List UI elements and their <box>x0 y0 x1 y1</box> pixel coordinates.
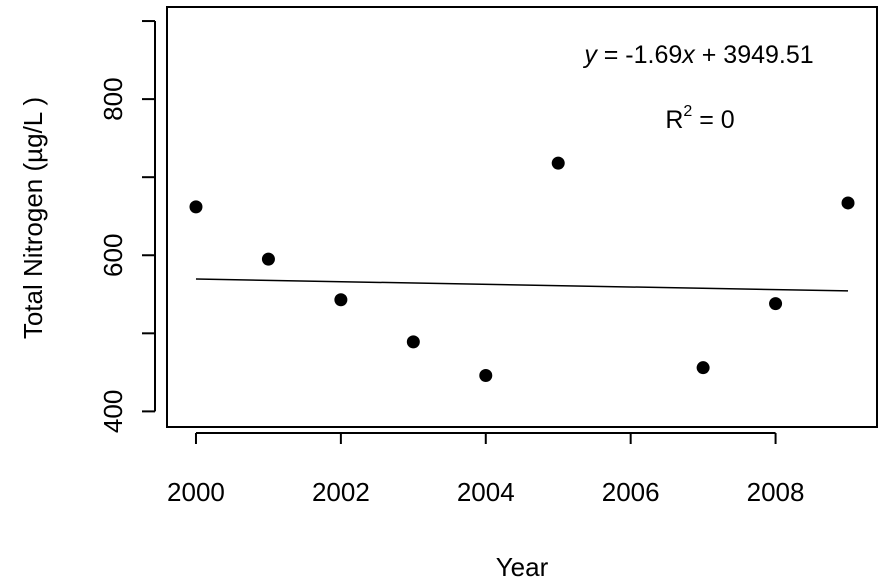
trend-line-group <box>195 278 849 292</box>
data-point <box>189 200 203 214</box>
r-squared-label: R2 = 0 <box>665 103 734 134</box>
data-points <box>189 156 855 382</box>
x-axis-title: Year <box>496 552 549 582</box>
y-tick-label: 800 <box>98 77 128 120</box>
y-tick-label: 400 <box>98 390 128 433</box>
x-tick-label: 2008 <box>747 477 805 507</box>
plot-frame <box>166 6 878 428</box>
data-point <box>696 361 710 375</box>
y-axis-title: Total Nitrogen (µg/L ) <box>18 97 48 339</box>
data-point <box>551 156 565 170</box>
data-point <box>479 368 493 382</box>
x-axis: 2000 2002 2004 2006 2008 <box>167 432 805 507</box>
x-tick-label: 2002 <box>312 477 370 507</box>
regression-equation: y = -1.69x + 3949.51 <box>582 41 813 69</box>
data-point <box>841 196 855 210</box>
x-tick-label: 2004 <box>457 477 515 507</box>
y-tick-label: 600 <box>98 234 128 277</box>
y-axis: 400 600 800 <box>98 20 156 433</box>
data-point <box>769 297 783 311</box>
x-tick-label: 2000 <box>167 477 225 507</box>
data-point <box>406 335 420 349</box>
data-point <box>334 293 348 307</box>
data-point <box>261 252 275 266</box>
regression-line <box>195 278 849 292</box>
x-tick-label: 2006 <box>602 477 660 507</box>
